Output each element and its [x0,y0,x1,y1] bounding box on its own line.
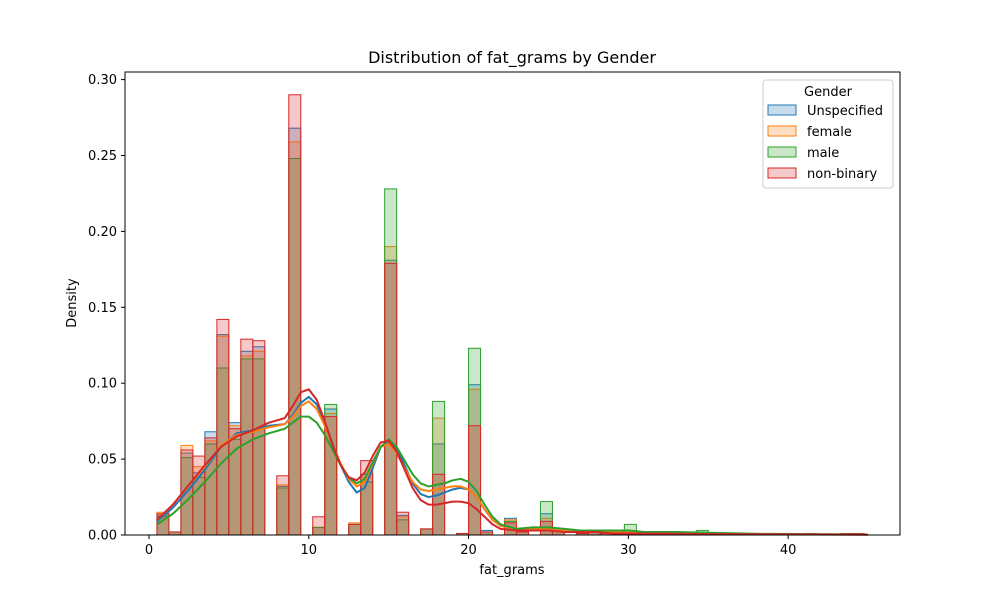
legend-item-non-binary: non-binary [767,167,878,182]
y-tick-label: 0.10 [88,377,117,392]
x-tick-label: 10 [300,543,317,558]
legend-label: male [807,146,839,161]
hist-bar [240,338,254,536]
hist-bar [288,94,302,536]
y-axis-ticks: 0.00 0.05 0.10 0.15 0.20 0.25 0.30 [88,73,125,544]
plot-frame [124,71,901,536]
legend-item-male: male [767,146,839,161]
hist-bar [324,416,338,536]
hist-bar [384,262,398,536]
x-tick-label: 30 [620,543,637,558]
hist-bar [348,523,362,536]
y-axis-label: Density [65,278,80,328]
y-tick-label: 0.25 [88,149,117,164]
kde-line-non-binary [156,388,869,536]
x-axis-ticks: 0 10 20 30 40 [145,535,797,558]
legend-title: Gender [804,85,853,100]
x-axis-label: fat_grams [479,563,544,578]
y-tick-label: 0.00 [88,529,117,544]
legend-item-unspecified: Unspecified [767,104,883,119]
kde-curves [156,388,869,536]
legend-item-female: female [767,125,852,140]
y-tick-label: 0.15 [88,301,117,316]
legend-swatch [767,104,797,116]
x-tick-label: 20 [460,543,477,558]
chart-title: Distribution of fat_grams by Gender [368,48,656,68]
y-tick-label: 0.20 [88,225,117,240]
y-tick-label: 0.05 [88,453,117,468]
hist-bar [276,475,290,536]
hist-bar [228,428,242,536]
hist-bar [420,528,434,536]
legend: Gender Unspecified female male non-binary [762,79,894,189]
hist-bar [312,516,326,536]
x-tick-label: 40 [780,543,797,558]
legend-swatch [767,146,797,158]
hist-bar [468,425,482,536]
legend-label: non-binary [807,167,878,182]
legend-items: Unspecified female male non-binary [767,104,883,182]
hist-bar [216,318,230,536]
legend-label: female [807,125,852,140]
y-tick-label: 0.30 [88,73,117,88]
legend-swatch [767,167,797,179]
legend-label: Unspecified [807,104,883,119]
legend-swatch [767,125,797,137]
kde-line-male [156,415,869,536]
x-tick-label: 0 [145,543,153,558]
hist-bar [396,511,410,536]
